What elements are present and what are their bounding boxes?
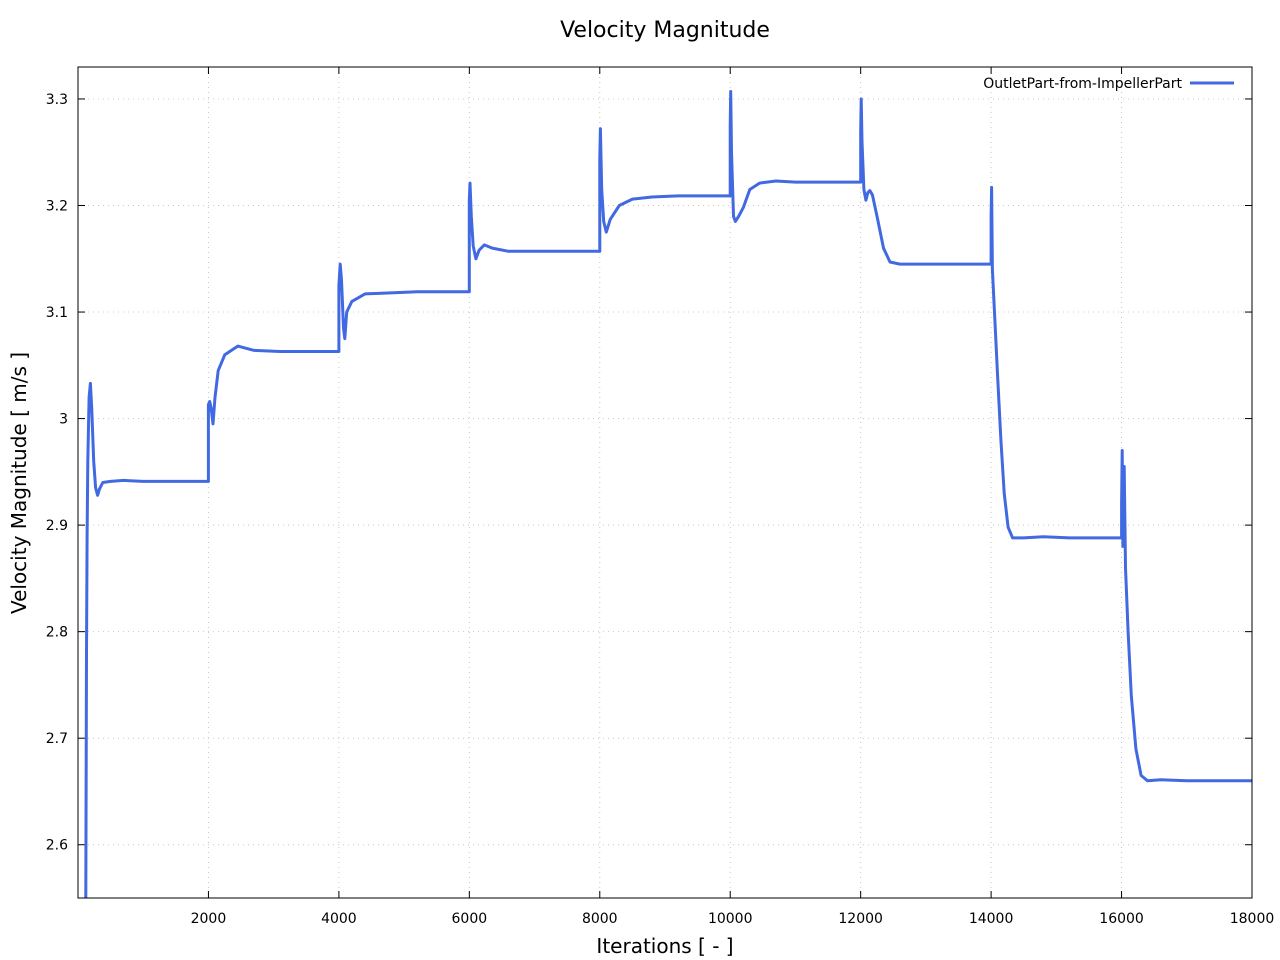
series-layer <box>84 90 1252 899</box>
plot-frame <box>77 66 1253 899</box>
chart-title: Velocity Magnitude <box>560 18 770 43</box>
y-tick-labels: 2.6 2.7 2.8 2.9 3 3.1 3.2 3.3 <box>46 92 68 854</box>
x-tick-label: 4000 <box>321 911 357 927</box>
x-tick-label: 18000 <box>1230 911 1275 927</box>
legend: OutletPart-from-ImpellerPart <box>983 76 1234 92</box>
axis-ticks <box>78 67 1253 898</box>
x-tick-label: 16000 <box>1099 911 1144 927</box>
x-tick-label: 6000 <box>452 911 488 927</box>
x-tick-label: 2000 <box>191 911 227 927</box>
x-tick-label: 8000 <box>582 911 618 927</box>
y-tick-label: 2.7 <box>46 731 68 747</box>
y-axis-label: Velocity Magnitude [ m/s ] <box>7 352 31 614</box>
x-tick-label: 10000 <box>708 911 753 927</box>
x-tick-labels: 2000 4000 6000 8000 10000 12000 14000 16000 1800… <box>191 911 1275 927</box>
y-tick-label: 3.3 <box>46 92 68 108</box>
y-tick-label: 2.8 <box>46 625 68 641</box>
y-tick-label: 2.6 <box>46 838 68 854</box>
y-tick-label: 2.9 <box>46 518 68 534</box>
y-tick-label: 3.2 <box>46 199 68 215</box>
x-tick-label: 12000 <box>838 911 883 927</box>
legend-label: OutletPart-from-ImpellerPart <box>983 76 1182 92</box>
series-line <box>84 90 1252 899</box>
y-tick-label: 3 <box>59 412 68 428</box>
x-axis-label: Iterations [ - ] <box>596 934 733 958</box>
grid-lines <box>78 67 1252 898</box>
y-tick-label: 3.1 <box>46 305 68 321</box>
x-tick-label: 14000 <box>969 911 1014 927</box>
